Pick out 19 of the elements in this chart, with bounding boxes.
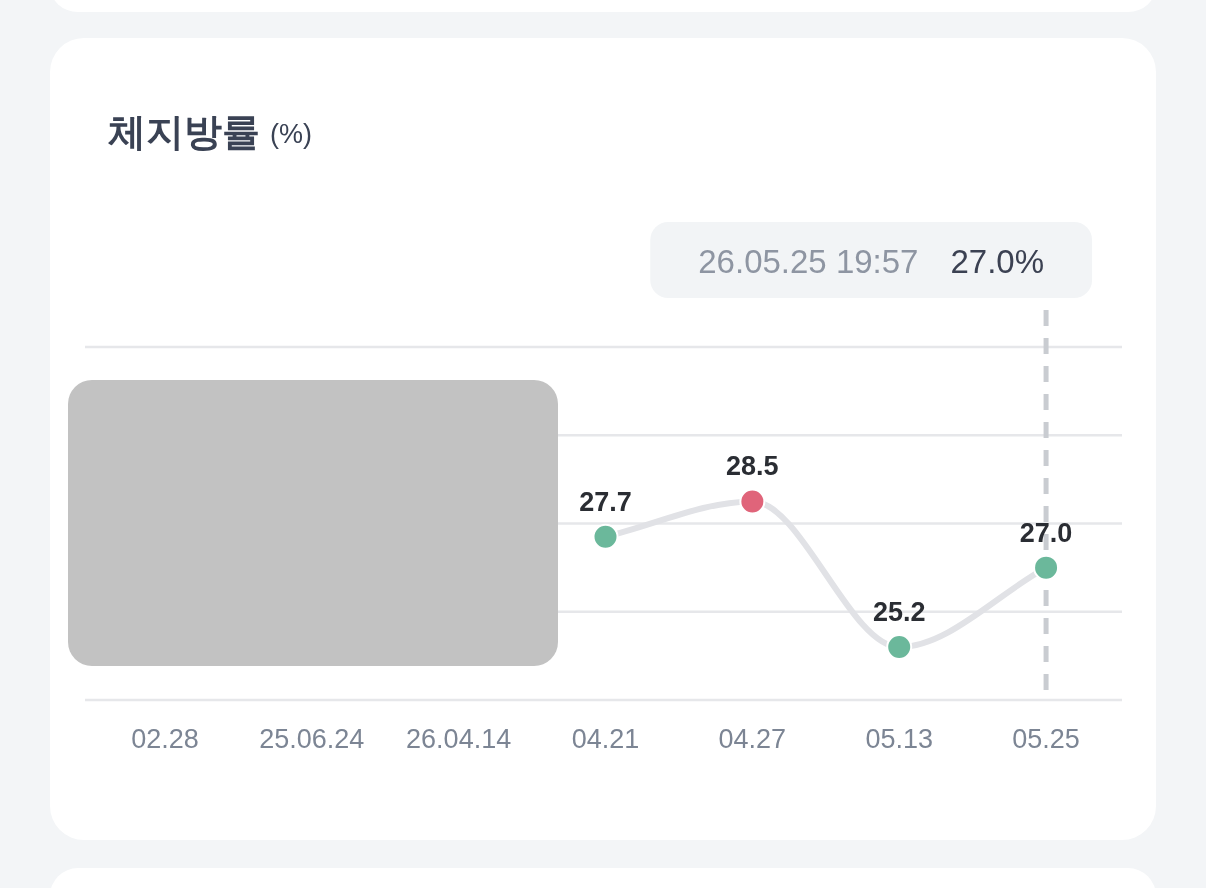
data-label: 27.7 (579, 486, 632, 517)
data-label: 28.5 (726, 451, 779, 482)
x-tick-label: 05.25 (1012, 724, 1080, 754)
text: 27.0% (950, 243, 1045, 280)
point (592, 523, 619, 550)
x-tick-label: 25.06.24 (259, 724, 365, 754)
text: 26.05.25 19:57 (698, 243, 919, 280)
x-tick-label: 04.21 (571, 724, 640, 754)
x-tick-label: 04.27 (718, 724, 787, 754)
point (739, 488, 766, 515)
data-label: 25.2 (872, 597, 926, 628)
x-tick-label: 02.28 (131, 724, 199, 754)
data-label: 27.0 (1019, 517, 1073, 548)
point (1033, 554, 1060, 581)
point (886, 634, 913, 661)
x-tick-label: 05.13 (865, 724, 933, 754)
x-tick-label: 26.04.14 (406, 724, 512, 754)
chart-subtitle: (%) (270, 119, 312, 149)
chart-title: 체지방률 (108, 111, 260, 153)
